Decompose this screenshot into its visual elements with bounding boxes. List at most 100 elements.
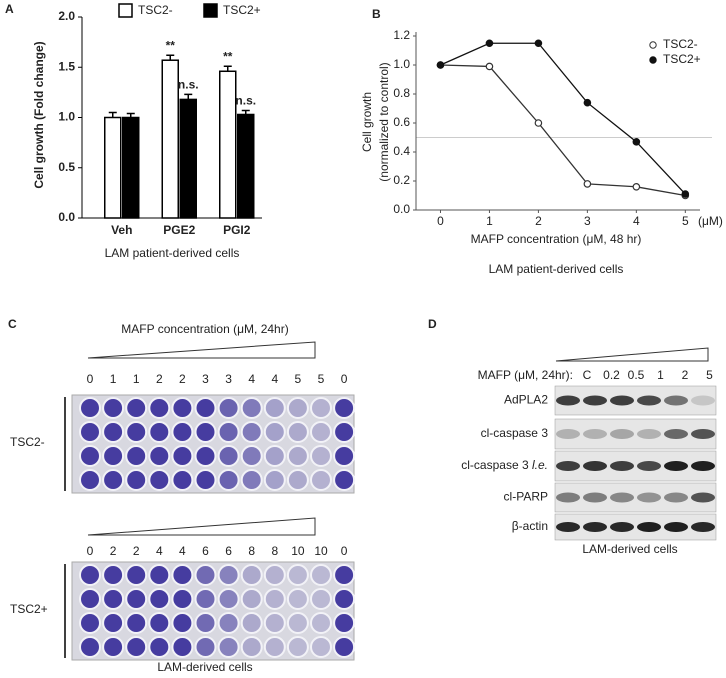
x-axis-label: MAFP concentration (μM, 48 hr): [471, 232, 642, 246]
panel-letter: C: [8, 317, 17, 331]
data-point: [485, 62, 494, 71]
well: [263, 421, 286, 443]
lane-label: 1: [657, 368, 664, 382]
well: [263, 588, 286, 610]
well: [333, 397, 356, 419]
well: [240, 564, 263, 586]
band: [556, 461, 580, 471]
well: [310, 397, 332, 419]
well: [171, 421, 194, 443]
error-bar: [184, 93, 193, 100]
well: [102, 612, 125, 634]
gradient-triangle: [555, 347, 709, 362]
bar: [161, 59, 179, 219]
well: [79, 636, 101, 658]
well: [148, 588, 171, 610]
caption: LAM patient-derived cells: [489, 262, 624, 276]
well: [310, 469, 332, 491]
well: [333, 564, 356, 586]
bar: [179, 98, 197, 219]
blot: [554, 418, 717, 450]
row-label-text: cl-caspase 3: [481, 426, 549, 440]
well: [125, 636, 148, 658]
lane-label: C: [583, 368, 592, 382]
column-label: 2: [110, 544, 117, 558]
data-point: [632, 138, 641, 146]
row-label-text: cl-PARP: [504, 490, 548, 504]
well: [240, 588, 263, 610]
x-tick-label: PGE2: [163, 223, 195, 237]
well: [286, 636, 309, 658]
gradient-triangle: [87, 517, 316, 536]
well: [148, 636, 171, 658]
legend-label: TSC2-: [663, 37, 698, 51]
well: [102, 397, 125, 419]
well: [194, 636, 217, 658]
panel-letter: B: [372, 7, 381, 21]
data-point: [583, 98, 592, 107]
blot: [554, 450, 717, 482]
well: [102, 445, 125, 467]
band: [691, 429, 715, 439]
well: [171, 636, 194, 658]
well: [102, 588, 125, 610]
well: [102, 421, 125, 443]
well: [102, 636, 125, 658]
x-tick-label: PGI2: [223, 223, 251, 237]
well: [217, 397, 240, 419]
band: [583, 461, 607, 471]
well: [286, 564, 309, 586]
column-label: 8: [271, 544, 278, 558]
legend-swatch: [203, 3, 218, 18]
well: [148, 469, 171, 491]
band: [556, 522, 580, 532]
row-label: cl-caspase 3 l.e.: [461, 458, 548, 472]
lane-label: 0.2: [603, 368, 620, 382]
band: [556, 395, 580, 406]
well: [79, 445, 101, 467]
column-label: 1: [110, 372, 117, 386]
band: [664, 395, 688, 406]
band: [691, 522, 715, 532]
well: [310, 588, 332, 610]
band: [583, 429, 607, 439]
row-label-text: cl-caspase 3: [461, 458, 529, 472]
band: [583, 492, 607, 503]
well: [286, 469, 309, 491]
well: [217, 612, 240, 634]
data-point: [632, 183, 641, 191]
well: [286, 612, 309, 634]
row-label: β-actin: [512, 519, 548, 533]
well: [217, 469, 240, 491]
well: [79, 397, 101, 419]
significance-label: **: [166, 38, 176, 52]
well: [102, 469, 125, 491]
well: [194, 397, 217, 419]
band: [691, 461, 715, 471]
well: [125, 564, 148, 586]
band: [691, 395, 715, 406]
well: [310, 564, 332, 586]
well: [217, 445, 240, 467]
bar: [104, 116, 122, 219]
y-tick-label: 0.5: [58, 160, 75, 174]
significance-label: n.s.: [235, 94, 256, 108]
column-label: 10: [314, 544, 328, 558]
row-label-note: l.e.: [532, 458, 548, 472]
well: [194, 469, 217, 491]
column-label: 4: [271, 372, 278, 386]
x-tick-label: Veh: [111, 223, 132, 237]
band: [637, 522, 661, 532]
y-tick-label: 1.0: [58, 110, 75, 124]
well: [148, 421, 171, 443]
data-point: [583, 180, 592, 188]
series-line: [440, 42, 686, 195]
data-point: [485, 39, 494, 48]
well: [263, 564, 286, 586]
well: [125, 397, 148, 419]
gradient-triangle: [87, 341, 316, 359]
band: [664, 461, 688, 471]
y-tick-label: 0.6: [393, 115, 410, 129]
error-bar: [126, 112, 135, 118]
bar: [122, 116, 140, 219]
